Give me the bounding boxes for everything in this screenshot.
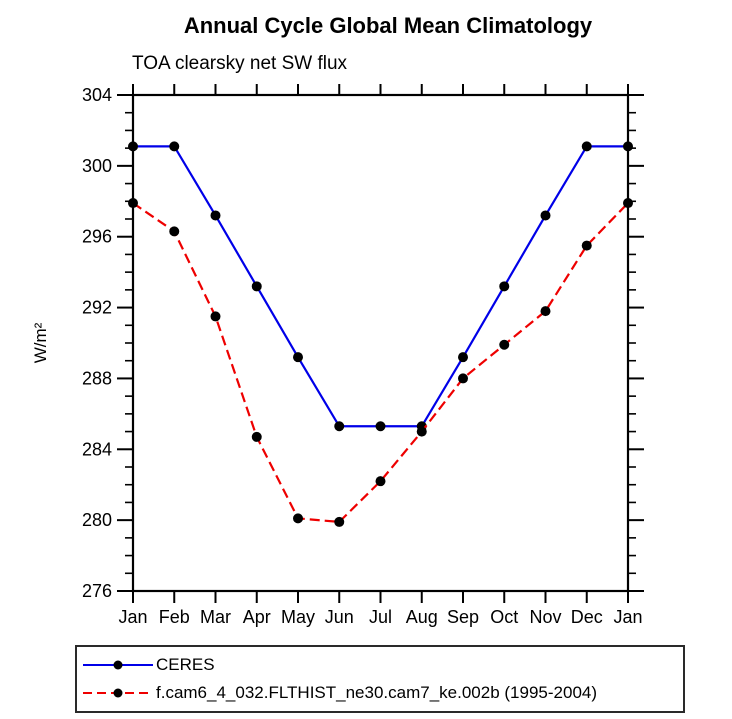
- axis-frame: [131, 93, 630, 593]
- svg-text:Oct: Oct: [490, 607, 518, 627]
- x-axis-tick-labels: Jan Feb Mar Apr May Jun Jul Aug Sep Oct Nov Dec Jan: [118, 607, 642, 627]
- data-point-markers-1: [128, 198, 633, 527]
- svg-text:284: 284: [82, 439, 112, 459]
- svg-text:292: 292: [82, 298, 112, 318]
- svg-text:May: May: [281, 607, 315, 627]
- legend-label-ceres: CERES: [156, 655, 215, 674]
- svg-text:288: 288: [82, 368, 112, 388]
- svg-text:Nov: Nov: [529, 607, 561, 627]
- legend-marker-1: [113, 688, 123, 698]
- svg-text:296: 296: [82, 227, 112, 247]
- svg-text:Apr: Apr: [243, 607, 271, 627]
- legend: CERES f.cam6_4_032.FLTHIST_ne30.cam7_ke.…: [75, 645, 685, 713]
- svg-text:300: 300: [82, 156, 112, 176]
- svg-text:280: 280: [82, 510, 112, 530]
- legend-label-model: f.cam6_4_032.FLTHIST_ne30.cam7_ke.002b (…: [156, 683, 598, 702]
- data-point-markers-0: [128, 141, 633, 432]
- svg-text:Sep: Sep: [447, 607, 479, 627]
- y-axis-tick-labels: 276 280 284 288 292 296 300 304: [82, 85, 112, 601]
- svg-text:Jun: Jun: [325, 607, 354, 627]
- axis-ticks: [117, 84, 644, 603]
- svg-text:Jan: Jan: [613, 607, 642, 627]
- svg-text:Jul: Jul: [369, 607, 392, 627]
- legend-marker-0: [113, 660, 123, 670]
- svg-text:Dec: Dec: [571, 607, 603, 627]
- svg-text:276: 276: [82, 581, 112, 601]
- legend-item-model: f.cam6_4_032.FLTHIST_ne30.cam7_ke.002b (…: [82, 679, 683, 707]
- svg-text:Aug: Aug: [406, 607, 438, 627]
- model-line-sample-icon: [83, 688, 153, 698]
- legend-item-ceres: CERES: [82, 651, 683, 679]
- chart-subtitle: TOA clearsky net SW flux: [132, 53, 348, 74]
- svg-text:Jan: Jan: [118, 607, 147, 627]
- svg-text:Mar: Mar: [200, 607, 231, 627]
- series-line-1: [132, 202, 629, 524]
- ceres-line-sample-icon: [83, 660, 153, 670]
- series-line-0: [133, 145, 628, 428]
- svg-text:304: 304: [82, 85, 112, 105]
- svg-text:Feb: Feb: [159, 607, 190, 627]
- chart-title: Annual Cycle Global Mean Climatology: [183, 13, 593, 38]
